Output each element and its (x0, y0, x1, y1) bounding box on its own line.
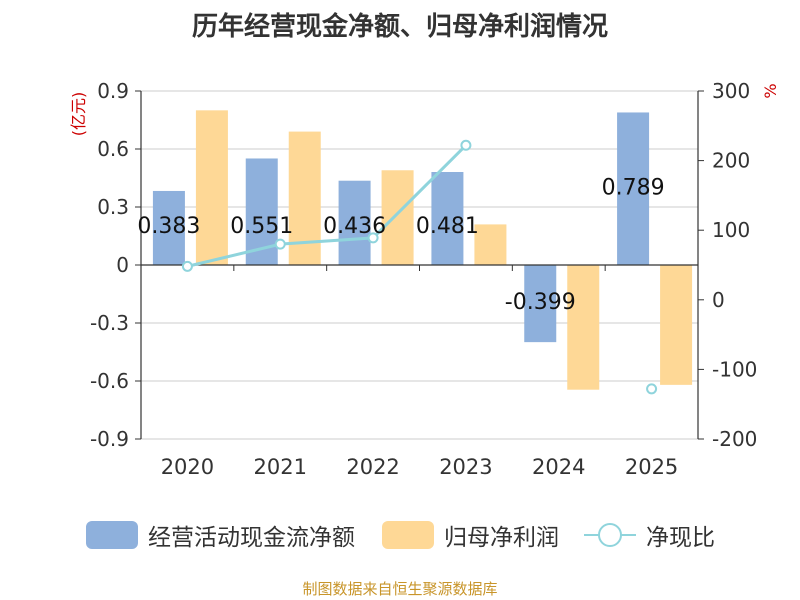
x-tick-label-2025: 2025 (625, 455, 678, 479)
y-right-tick-label: 200 (712, 149, 750, 173)
y-left-tick-label: 0.3 (97, 195, 129, 219)
bar-cash-flow-2022 (338, 180, 371, 265)
bar-net-profit-2020 (195, 110, 228, 265)
bar-cash-flow-2025 (617, 112, 650, 266)
y-left-unit-label: (亿元) (69, 92, 88, 137)
label-layer: 0.383 0.551 0.436 0.481 -0.399 0.789 (137, 175, 664, 315)
y-right-tick-label: 100 (712, 218, 750, 242)
bar-net-profit-2023 (474, 224, 507, 265)
legend-swatch-cash-flow (86, 521, 138, 549)
data-label-cash-flow-2021: 0.551 (230, 214, 293, 239)
legend-item-net-profit[interactable]: 归母净利润 (382, 519, 559, 551)
legend-label-net-profit: 归母净利润 (444, 525, 559, 551)
y-right-tick-label: 300 (712, 79, 750, 103)
y-left-tick-label: -0.6 (90, 369, 129, 393)
x-tick-label-2022: 2022 (346, 455, 399, 479)
y-right-tick-label: 0 (712, 288, 725, 312)
axis-layer: 0.9 0.6 0.3 0 -0.3 -0.6 -0.9 300 200 100 0 -100 -200… (69, 79, 780, 479)
legend-label-cash-flow: 经营活动现金流净额 (148, 525, 355, 551)
y-left-tick-label: 0.9 (97, 79, 129, 103)
data-label-cash-flow-2022: 0.436 (323, 214, 386, 239)
legend-item-ratio[interactable]: 净现比 (584, 519, 715, 551)
ratio-point-2021 (274, 238, 286, 250)
ratio-point-2022 (367, 232, 379, 244)
bar-net-profit-2024 (567, 265, 600, 390)
bar-net-profit-2021 (288, 131, 321, 265)
legend-label-ratio: 净现比 (646, 525, 715, 551)
data-label-cash-flow-2025: 0.789 (602, 175, 665, 200)
y-left-tick-label: 0 (116, 253, 129, 277)
y-right-tick-label: -200 (712, 427, 757, 451)
bar-net-profit-2022 (381, 170, 414, 265)
grid-layer (141, 90, 698, 440)
data-source-note: 制图数据来自恒生聚源数据库 (302, 580, 498, 598)
ratio-point-2023 (460, 139, 472, 151)
legend-item-cash-flow[interactable]: 经营活动现金流净额 (86, 519, 355, 551)
y-right-tick-label: -100 (712, 357, 757, 381)
y-left-tick-label: 0.6 (97, 137, 129, 161)
line-layer (181, 139, 658, 395)
legend-swatch-net-profit (382, 521, 434, 549)
bar-cash-flow-2020 (152, 190, 185, 265)
ratio-point-2025 (646, 383, 658, 395)
bar-layer (152, 110, 693, 390)
x-tick-label-2024: 2024 (532, 455, 585, 479)
x-tick-label-2020: 2020 (161, 455, 214, 479)
bar-cash-flow-2024 (524, 265, 557, 343)
bar-net-profit-2025 (660, 265, 693, 385)
y-left-tick-label: -0.3 (90, 311, 129, 335)
data-label-cash-flow-2023: 0.481 (416, 214, 479, 239)
legend-marker-ratio (584, 521, 636, 549)
chart-title: 历年经营现金净额、归母净利润情况 (191, 12, 608, 42)
y-right-unit-label: % (761, 83, 780, 98)
data-label-cash-flow-2024: -0.399 (505, 290, 576, 315)
x-tick-label-2021: 2021 (254, 455, 307, 479)
y-left-tick-label: -0.9 (90, 427, 129, 451)
ratio-point-2020 (181, 260, 193, 272)
data-label-cash-flow-2020: 0.383 (137, 214, 200, 239)
x-tick-label-2023: 2023 (439, 455, 492, 479)
ratio-line-segment (187, 144, 467, 268)
bar-cash-flow-2023 (431, 172, 464, 265)
